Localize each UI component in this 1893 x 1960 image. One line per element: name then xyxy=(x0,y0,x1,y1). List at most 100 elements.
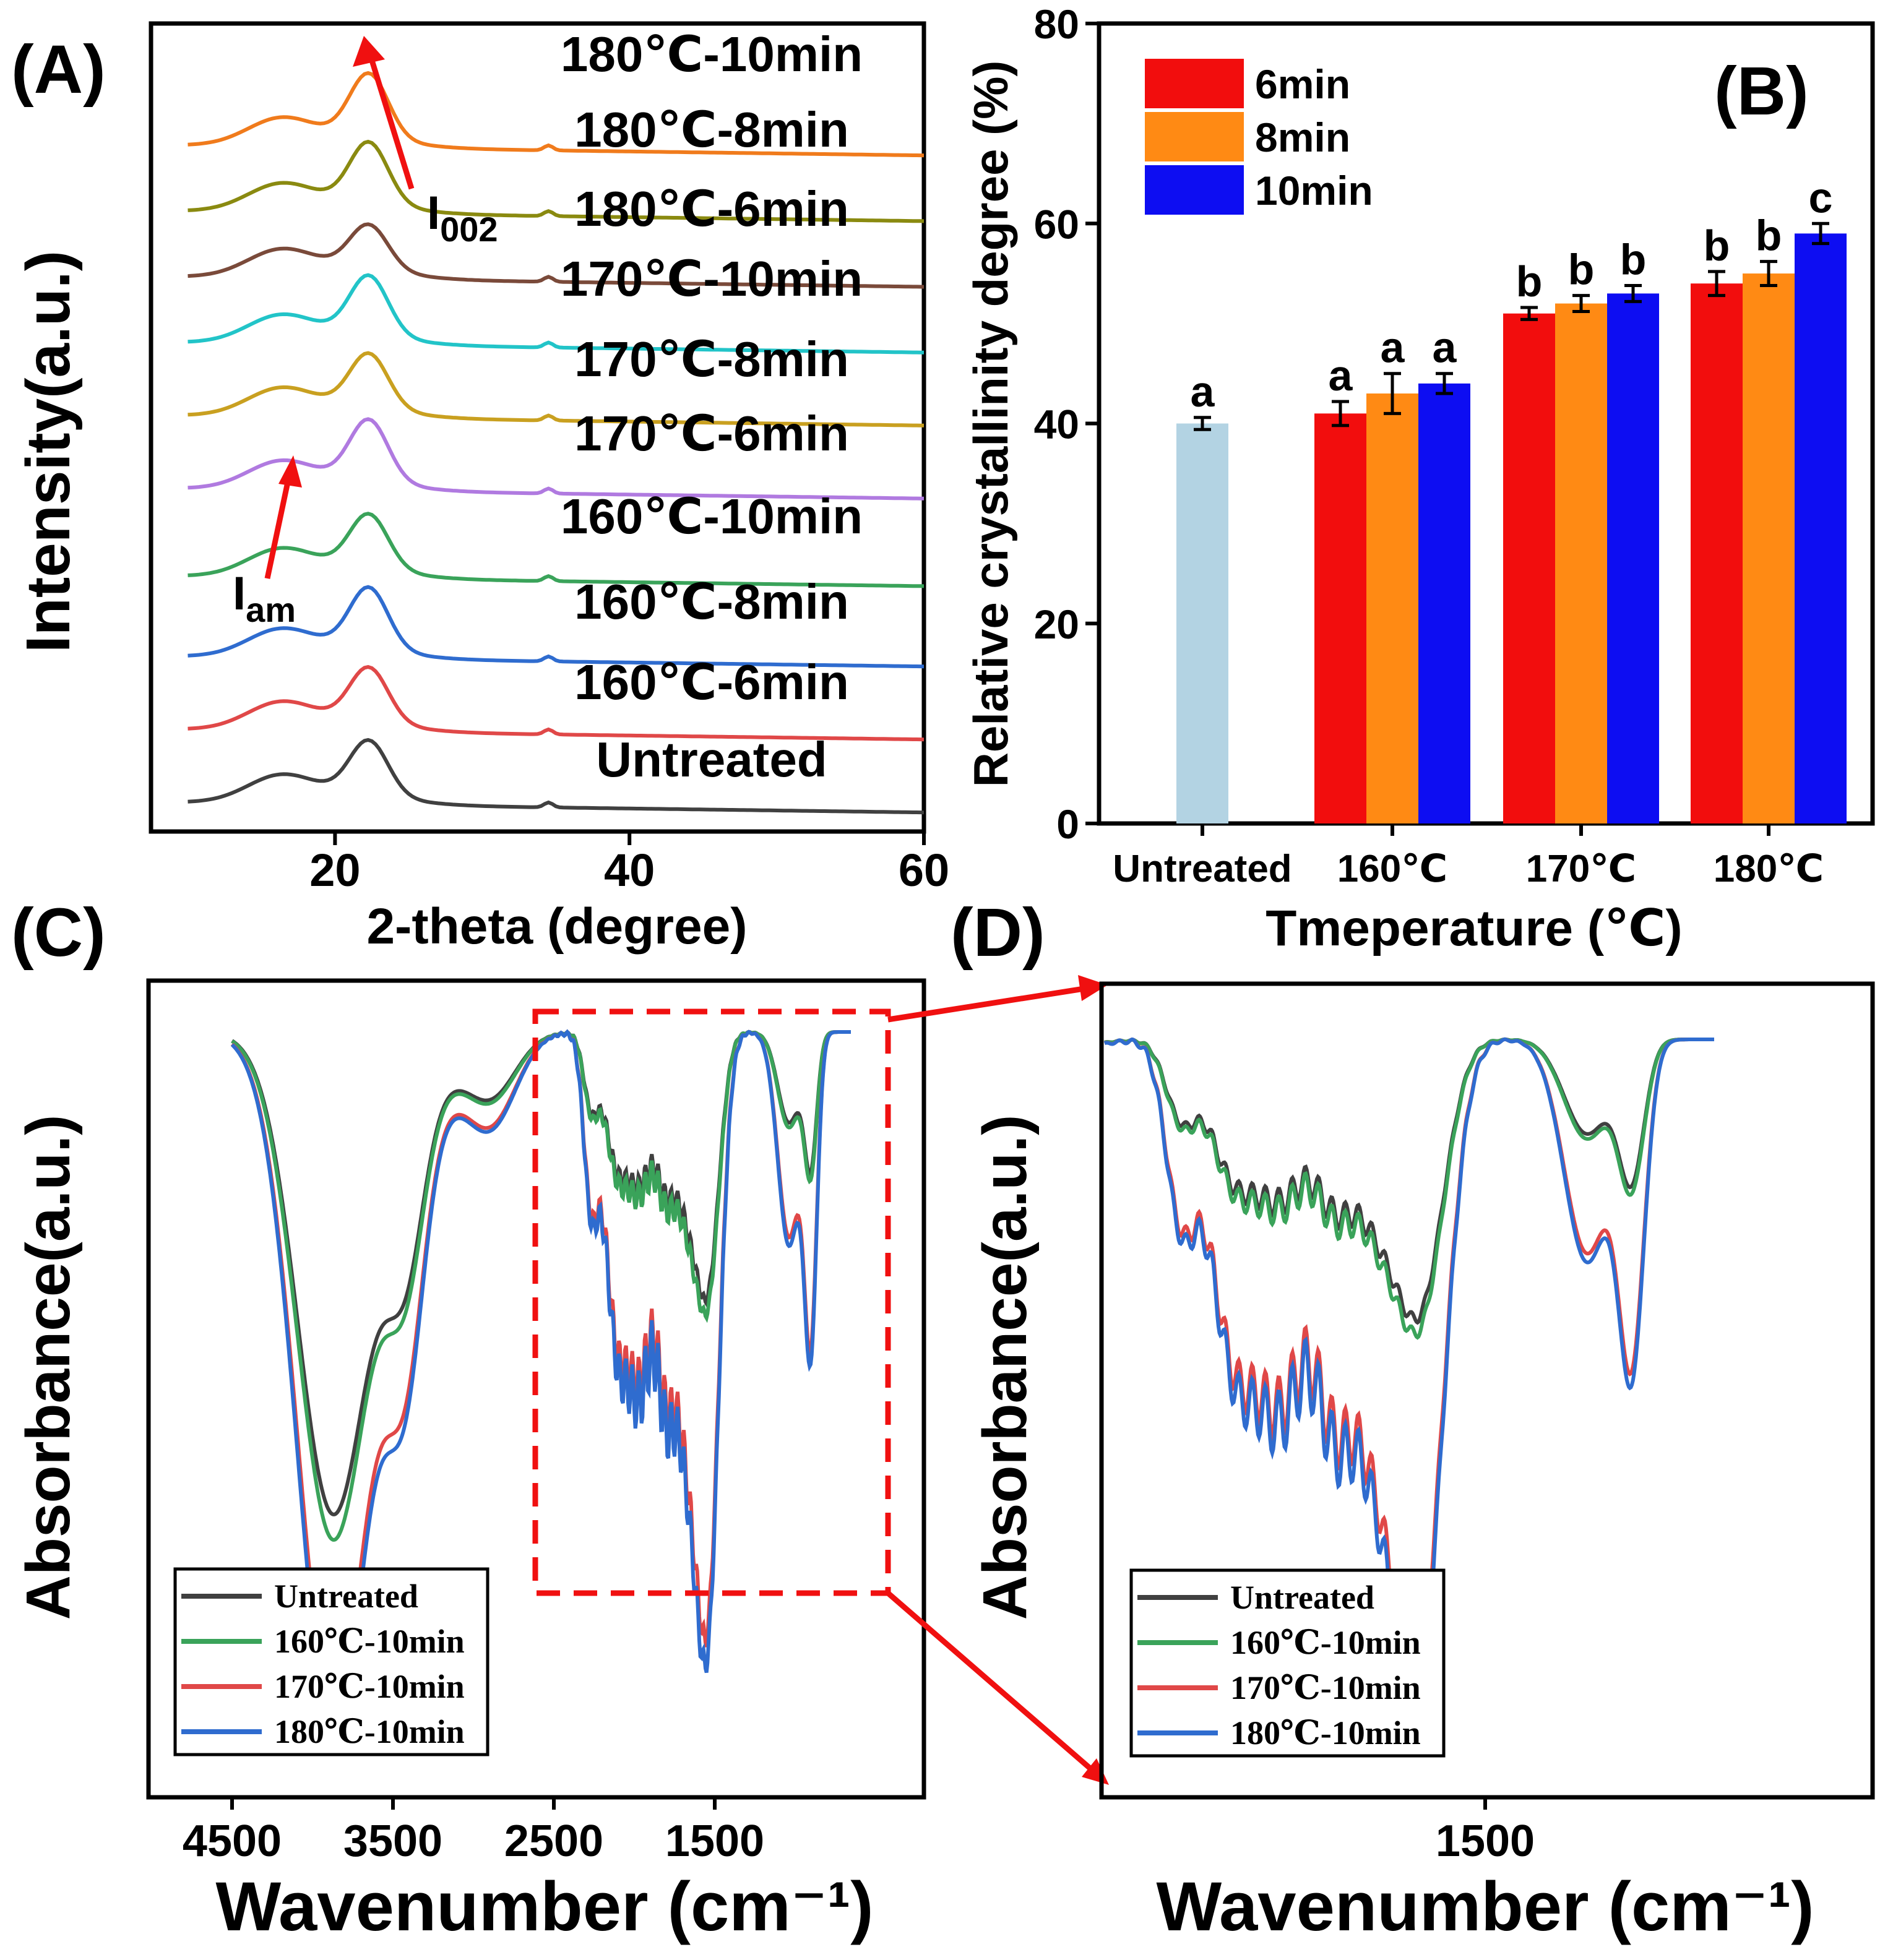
panel-d-xticks: 1500 xyxy=(1436,1797,1535,1866)
xrd-curve-label-4: 170℃-6min xyxy=(574,406,849,461)
xrd-curve-6 xyxy=(188,273,925,355)
xrd-curve-1 xyxy=(188,664,925,742)
panel-d-legend: Untreated 160℃-10min 170℃-10min 180℃-10min xyxy=(1129,1568,1446,1758)
i002-arrow xyxy=(367,53,415,190)
panel-a-xlabel: 2-theta (degree) xyxy=(366,898,747,955)
panel-d: (D) 1500 Absorbance(a.u.) Wavenumber (cm… xyxy=(951,895,1875,1945)
xrd-curve-label-3: 160℃-10min xyxy=(561,489,863,544)
panel-a-curve-labels: Untreated 160℃-6min 160℃-8min 160℃-10min 170… xyxy=(561,27,863,787)
panel-a-label: (A) xyxy=(11,32,106,108)
panel-c-xlabel: Wavenumber (cm⁻¹) xyxy=(215,1868,873,1945)
panel-c-legend: Untreated 160℃-10min 170℃-10min 180℃-10min xyxy=(173,1567,489,1756)
c-xtick-label-2: 2500 xyxy=(504,1816,603,1866)
xrd-curve-8 xyxy=(188,139,925,223)
c-legend-label-0: Untreated xyxy=(274,1578,418,1615)
panel-d-xlabel: Wavenumber (cm⁻¹) xyxy=(1156,1868,1814,1945)
a-xtick-label-1: 40 xyxy=(604,845,655,896)
bar-8min-1-bar xyxy=(1555,303,1607,823)
panel-d-label: (D) xyxy=(951,895,1045,971)
zoom-arrow-top-head xyxy=(1078,975,1108,1001)
bar-10min-0-bar xyxy=(1418,383,1470,823)
d-legend-box xyxy=(1129,1568,1446,1758)
b-category-3: 180℃ xyxy=(1714,848,1824,890)
bar-6min-0-letter: a xyxy=(1329,351,1353,400)
xrd-curve-label-9: 180℃-10min xyxy=(561,27,863,82)
legend-label-10min: 10min xyxy=(1255,168,1373,213)
bar-8min-2-bar xyxy=(1743,273,1795,823)
panel-c: (C) 4500 3500 2500 1500 Absorbance(a.u.) Wa… xyxy=(11,895,926,1945)
d-legend-label-0: Untreated xyxy=(1230,1579,1374,1616)
iam-arrow xyxy=(264,473,293,579)
xrd-curve-label-5: 170℃-8min xyxy=(574,332,849,387)
bar-10min-1-letter: b xyxy=(1620,235,1647,283)
legend-swatch-10min xyxy=(1145,165,1244,215)
xrd-curve-3 xyxy=(188,512,925,588)
panel-b-label: (B) xyxy=(1714,53,1809,129)
xrd-curve-7 xyxy=(188,222,925,289)
bar-10min-1-bar xyxy=(1607,293,1659,823)
iam-annotation: Iam xyxy=(233,567,296,629)
untreated-bar xyxy=(1176,423,1228,823)
c-legend-label-1: 160℃-10min xyxy=(274,1623,465,1660)
panel-b-ylabel: Relative crystallinity degree (%) xyxy=(964,61,1018,788)
panel-b-yaxis: 0 20 40 60 80 xyxy=(1034,1,1099,847)
panel-c-ylabel: Absorbance(a.u.) xyxy=(14,1115,83,1620)
b-ytick-label-0: 0 xyxy=(1056,801,1079,847)
xrd-curve-label-2: 160℃-8min xyxy=(574,574,849,629)
untreated-letter: a xyxy=(1191,368,1215,416)
c-xtick-label-3: 1500 xyxy=(665,1816,764,1866)
bar-6min-1-letter: b xyxy=(1516,257,1543,306)
b-ytick-label-4: 80 xyxy=(1034,1,1079,47)
bar-8min-1-letter: b xyxy=(1568,246,1595,294)
panel-a-curves xyxy=(188,71,925,815)
b-ytick-label-3: 60 xyxy=(1034,201,1079,247)
xrd-curve-9 xyxy=(188,71,925,158)
bar-8min-2-letter: b xyxy=(1756,212,1782,260)
xrd-curve-label-7: 180℃-6min xyxy=(574,181,849,236)
panel-c-label: (C) xyxy=(11,895,106,971)
b-category-0: Untreated xyxy=(1113,848,1291,890)
panel-b-xlabel: Tmeperature (℃) xyxy=(1266,900,1682,956)
ftir-c-curve-1 xyxy=(231,1029,851,1542)
panel-d-ylabel: Absorbance(a.u.) xyxy=(970,1115,1040,1620)
bar-10min-2-bar xyxy=(1795,233,1847,824)
b-category-1: 160℃ xyxy=(1337,848,1448,890)
xrd-curve-label-6: 170℃-10min xyxy=(561,251,863,306)
xrd-curve-4 xyxy=(188,417,925,501)
panel-c-frame xyxy=(146,978,926,1800)
bar-6min-2-letter: b xyxy=(1704,221,1730,270)
zoom-region-box xyxy=(532,1008,891,1596)
iam-arrow-head xyxy=(278,455,302,488)
xrd-curve-label-0: Untreated xyxy=(596,732,827,787)
panel-a-xticks: 20 40 60 xyxy=(309,832,949,896)
xrd-curve-2 xyxy=(188,585,925,669)
d-xtick-label-0: 1500 xyxy=(1436,1816,1535,1866)
b-ytick-label-2: 40 xyxy=(1034,402,1079,447)
d-legend-label-3: 180℃-10min xyxy=(1230,1714,1421,1752)
panel-b-legend: 6min 8min 10min xyxy=(1145,59,1373,215)
c-xtick-label-1: 3500 xyxy=(343,1816,442,1866)
panel-a: (A) Untreated 160℃-6min 160℃-8min 160℃-10mi… xyxy=(11,21,949,955)
a-xtick-label-2: 60 xyxy=(899,845,949,896)
a-xtick-label-0: 20 xyxy=(309,845,360,896)
panel-c-xticks: 4500 3500 2500 1500 xyxy=(183,1797,764,1866)
zoom-arrow-bottom xyxy=(886,1591,1095,1773)
bar-6min-1-bar xyxy=(1503,313,1555,823)
panel-a-frame xyxy=(149,21,926,834)
ftir-c-curve-0 xyxy=(231,1029,851,1516)
legend-swatch-6min xyxy=(1145,59,1244,108)
bar-8min-0-letter: a xyxy=(1381,324,1405,372)
bar-10min-0-letter: a xyxy=(1433,324,1457,372)
xrd-curve-label-8: 180℃-8min xyxy=(574,102,849,157)
bar-6min-2-bar xyxy=(1691,283,1743,824)
d-legend-label-2: 170℃-10min xyxy=(1230,1669,1421,1706)
i002-annotation: I002 xyxy=(427,187,498,249)
legend-label-8min: 8min xyxy=(1255,114,1350,160)
ftir-d-curve-1 xyxy=(1104,1037,1714,1340)
c-legend-label-2: 170℃-10min xyxy=(274,1668,465,1705)
bar-8min-0-bar xyxy=(1366,393,1418,823)
panel-b-xcats: Untreated 160℃ 170℃ 180℃ xyxy=(1113,823,1824,890)
i002-arrow-head xyxy=(353,36,385,67)
d-legend-label-1: 160℃-10min xyxy=(1230,1624,1421,1661)
